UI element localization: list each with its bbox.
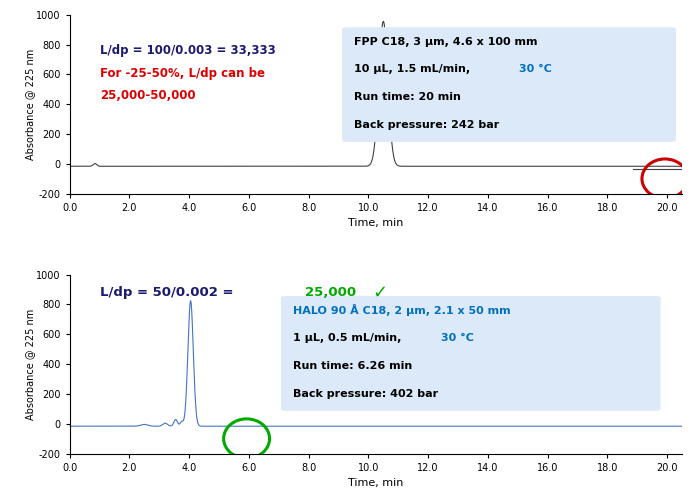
X-axis label: Time, min: Time, min (348, 478, 404, 488)
FancyBboxPatch shape (342, 27, 676, 142)
Text: Back pressure: 242 bar: Back pressure: 242 bar (354, 120, 500, 130)
Text: Run time: 20 min: Run time: 20 min (354, 92, 461, 102)
FancyBboxPatch shape (281, 296, 661, 411)
Text: HALO 90 Å C18, 2 μm, 2.1 x 50 mm: HALO 90 Å C18, 2 μm, 2.1 x 50 mm (293, 305, 511, 316)
Text: Run time: 6.26 min: Run time: 6.26 min (293, 361, 413, 371)
Text: 30 °C: 30 °C (441, 333, 474, 343)
Text: FPP C18, 3 μm, 4.6 x 100 mm: FPP C18, 3 μm, 4.6 x 100 mm (354, 37, 538, 46)
Text: 10 μL, 1.5 mL/min,: 10 μL, 1.5 mL/min, (354, 64, 475, 74)
Y-axis label: Absorbance @ 225 nm: Absorbance @ 225 nm (24, 308, 35, 420)
Text: For -25-50%, L/dp can be: For -25-50%, L/dp can be (100, 67, 265, 81)
Text: ✓: ✓ (373, 284, 388, 302)
Text: 30 °C: 30 °C (519, 64, 551, 74)
Text: 25,000: 25,000 (306, 286, 356, 299)
Text: 25,000-50,000: 25,000-50,000 (100, 89, 196, 102)
Y-axis label: Absorbance @ 225 nm: Absorbance @ 225 nm (24, 49, 35, 160)
Text: 1 μL, 0.5 mL/min,: 1 μL, 0.5 mL/min, (293, 333, 405, 343)
Text: Back pressure: 402 bar: Back pressure: 402 bar (293, 389, 438, 399)
X-axis label: Time, min: Time, min (348, 219, 404, 228)
Text: L/dp = 100/0.003 = 33,333: L/dp = 100/0.003 = 33,333 (100, 44, 276, 57)
Text: L/dp = 50/0.002 =: L/dp = 50/0.002 = (100, 286, 238, 299)
